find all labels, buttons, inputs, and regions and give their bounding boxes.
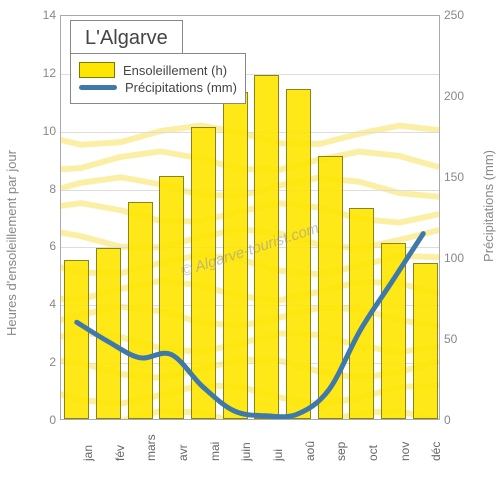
xtick: avr xyxy=(176,444,190,461)
xtick: déc xyxy=(429,442,443,461)
xtick: fév xyxy=(113,445,127,461)
ytick-right: 200 xyxy=(444,89,474,103)
legend-item-sunshine: Ensoleillement (h) xyxy=(79,62,237,78)
ytick-left: 8 xyxy=(26,182,56,196)
chart-title: L'Algarve xyxy=(70,20,183,57)
xtick: aoû xyxy=(303,441,317,461)
ytick-right: 50 xyxy=(444,332,474,346)
xtick: mai xyxy=(208,442,222,461)
xtick: sep xyxy=(334,442,348,461)
legend-label: Ensoleillement (h) xyxy=(123,63,227,78)
ytick-left: 4 xyxy=(26,297,56,311)
xtick: jui xyxy=(271,449,285,461)
legend-item-precip: Précipitations (mm) xyxy=(79,80,237,95)
ytick-right: 0 xyxy=(444,413,474,427)
ytick-left: 6 xyxy=(26,239,56,253)
legend-label: Précipitations (mm) xyxy=(125,80,237,95)
legend: Ensoleillement (h) Précipitations (mm) xyxy=(70,53,246,104)
xtick: juin xyxy=(239,442,253,461)
ytick-right: 250 xyxy=(444,8,474,22)
ytick-left: 0 xyxy=(26,413,56,427)
y-axis-label-right: Précipitations (mm) xyxy=(481,150,496,262)
ytick-left: 10 xyxy=(26,124,56,138)
bar-swatch-icon xyxy=(79,62,115,78)
precipitation-line xyxy=(77,234,424,417)
ytick-left: 12 xyxy=(26,66,56,80)
xtick: oct xyxy=(366,445,380,461)
line-swatch-icon xyxy=(79,85,117,90)
y-axis-label-left: Heures d'ensoleillement par jour xyxy=(4,150,19,336)
climate-chart: Heures d'ensoleillement par jour Précipi… xyxy=(0,0,500,500)
ytick-left: 2 xyxy=(26,355,56,369)
ytick-right: 100 xyxy=(444,251,474,265)
xtick: mars xyxy=(144,434,158,461)
xtick: nov xyxy=(398,442,412,461)
ytick-right: 150 xyxy=(444,170,474,184)
xtick: jan xyxy=(81,445,95,461)
ytick-left: 14 xyxy=(26,8,56,22)
